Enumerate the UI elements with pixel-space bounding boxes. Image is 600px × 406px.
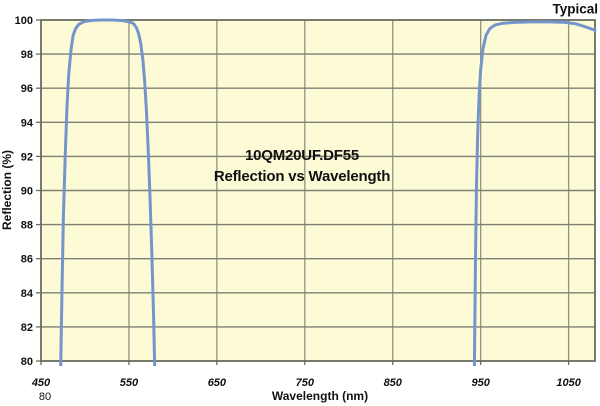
x-tick-label: 550	[120, 377, 139, 389]
y-tick-label: 92	[21, 151, 33, 163]
reflection-curve-segment	[59, 18, 157, 366]
x-axis-label: Wavelength (nm)	[272, 389, 368, 403]
x-tick-label: 950	[472, 377, 491, 389]
y-tick-label: 100	[15, 15, 33, 27]
chart-title: 10QM20UF.DF55	[245, 147, 359, 164]
x-tick-label: 750	[296, 377, 315, 389]
y-tick-label: 84	[21, 288, 34, 300]
x-tick-label: 650	[208, 377, 227, 389]
page-number: 80	[39, 391, 51, 403]
y-axis-label: Reflection (%)	[0, 150, 14, 230]
y-tick-label: 96	[21, 83, 33, 95]
y-tick-label: 98	[21, 49, 33, 61]
chart-subtitle: Reflection vs Wavelength	[214, 168, 390, 185]
x-tick-label: 1050	[556, 377, 581, 389]
plot-area: 450 550 650 750 850 950 1050 80 82 84 86 88 90 92 94 96…	[15, 15, 597, 389]
reflection-curve-segment	[472, 20, 597, 366]
plot-border	[40, 19, 596, 362]
x-tick-label: 450	[31, 377, 51, 389]
y-tick-label: 94	[21, 117, 34, 129]
y-tick-label: 88	[21, 220, 33, 232]
x-tick-label: 850	[384, 377, 403, 389]
y-tick-label: 82	[21, 322, 33, 334]
y-tick-label: 86	[21, 254, 33, 266]
y-tick-label: 80	[21, 356, 33, 368]
y-tick-label: 90	[21, 186, 33, 198]
typical-annotation: Typical	[552, 2, 598, 17]
